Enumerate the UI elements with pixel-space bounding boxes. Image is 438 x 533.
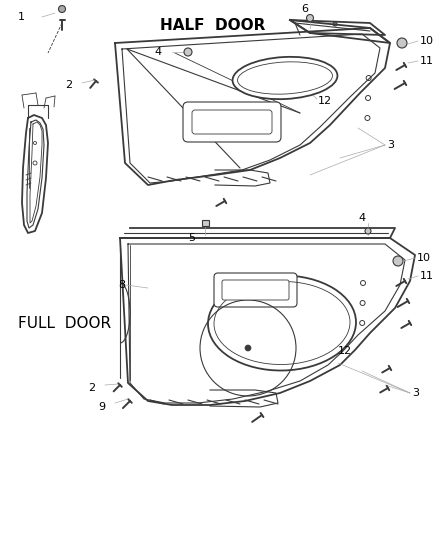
Text: 2: 2: [65, 80, 72, 90]
Circle shape: [366, 76, 371, 80]
Circle shape: [365, 116, 370, 120]
Circle shape: [307, 14, 314, 21]
Circle shape: [360, 301, 365, 305]
Text: 12: 12: [338, 346, 352, 356]
Circle shape: [245, 345, 251, 351]
FancyBboxPatch shape: [192, 110, 272, 134]
Circle shape: [184, 48, 192, 56]
Text: FULL  DOOR: FULL DOOR: [18, 316, 111, 330]
Text: 11: 11: [420, 271, 434, 281]
Circle shape: [33, 161, 37, 165]
Circle shape: [365, 228, 371, 234]
Text: 10: 10: [417, 253, 431, 263]
Text: 4: 4: [155, 47, 162, 57]
FancyBboxPatch shape: [214, 273, 297, 307]
FancyBboxPatch shape: [201, 220, 208, 226]
Circle shape: [393, 256, 403, 266]
Text: 3: 3: [412, 388, 419, 398]
Ellipse shape: [208, 276, 356, 370]
Text: 6: 6: [301, 4, 308, 14]
Text: 9: 9: [98, 402, 105, 412]
FancyBboxPatch shape: [183, 102, 281, 142]
Text: HALF  DOOR: HALF DOOR: [160, 18, 265, 33]
Text: 1: 1: [18, 12, 25, 22]
Circle shape: [360, 280, 365, 286]
Ellipse shape: [233, 57, 337, 99]
Text: 10: 10: [420, 36, 434, 46]
Circle shape: [397, 38, 407, 48]
Circle shape: [333, 22, 337, 26]
FancyBboxPatch shape: [222, 280, 289, 300]
Circle shape: [33, 141, 36, 144]
Text: 3: 3: [387, 140, 394, 150]
Text: 5: 5: [188, 233, 195, 243]
Text: 2: 2: [88, 383, 95, 393]
Text: 8: 8: [118, 280, 125, 290]
Circle shape: [366, 95, 371, 101]
Text: 4: 4: [358, 213, 366, 223]
Circle shape: [59, 5, 66, 12]
Text: 12: 12: [318, 96, 332, 106]
Circle shape: [360, 320, 365, 326]
Text: 11: 11: [420, 56, 434, 66]
